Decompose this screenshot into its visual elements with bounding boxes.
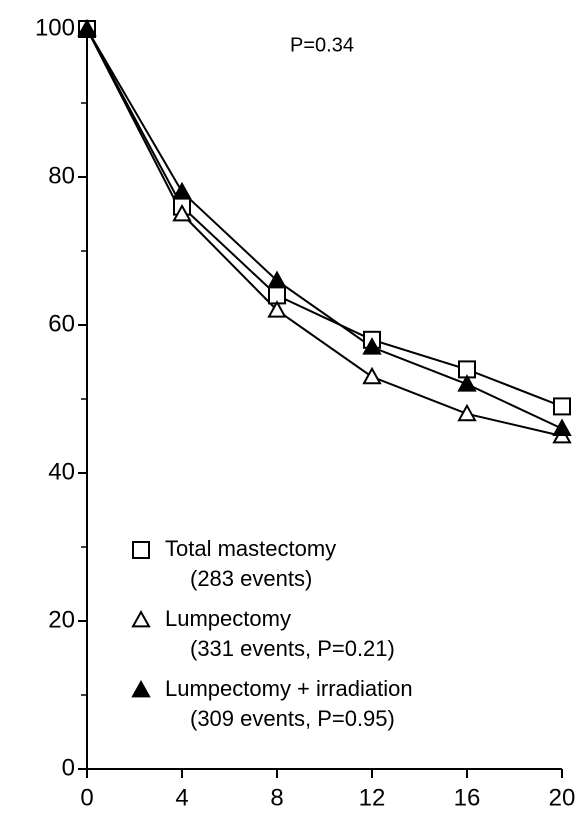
data-point — [77, 18, 97, 37]
data-point — [267, 270, 287, 288]
legend-label: Lumpectomy + irradiation — [165, 676, 413, 701]
data-point — [457, 374, 477, 392]
data-point — [172, 181, 192, 200]
series-line — [86, 28, 563, 437]
legend-label: Total mastectomy — [165, 536, 336, 561]
legend-label: Lumpectomy — [165, 606, 291, 631]
x-tick-label: 4 — [175, 784, 188, 811]
x-tick-label: 12 — [359, 784, 386, 811]
series-line — [86, 28, 563, 430]
legend-note: (309 events, P=0.95) — [190, 706, 395, 731]
data-point — [552, 418, 572, 436]
legend-note: (331 events, P=0.21) — [190, 636, 395, 661]
x-tick-label: 16 — [454, 784, 481, 811]
x-tick-label: 0 — [80, 784, 93, 811]
data-point — [362, 337, 382, 355]
data-point — [172, 203, 192, 222]
legend-marker — [132, 541, 150, 559]
annotation: P=0.34 — [290, 34, 354, 56]
y-tick-label: 40 — [48, 458, 75, 485]
data-point — [362, 366, 382, 385]
data-point — [553, 397, 571, 416]
legend-note: (283 events) — [190, 566, 312, 591]
y-tick-label: 100 — [35, 14, 75, 41]
x-tick-label: 8 — [270, 784, 283, 811]
y-tick-label: 60 — [48, 310, 75, 337]
x-tick-label: 20 — [549, 784, 576, 811]
y-tick-label: 20 — [48, 606, 75, 633]
data-point — [267, 300, 287, 318]
y-tick-label: 80 — [48, 162, 75, 189]
y-tick-label: 0 — [62, 754, 75, 781]
legend-marker — [131, 609, 151, 628]
data-point — [457, 403, 477, 422]
series-line — [86, 28, 563, 408]
legend-marker — [131, 679, 151, 698]
